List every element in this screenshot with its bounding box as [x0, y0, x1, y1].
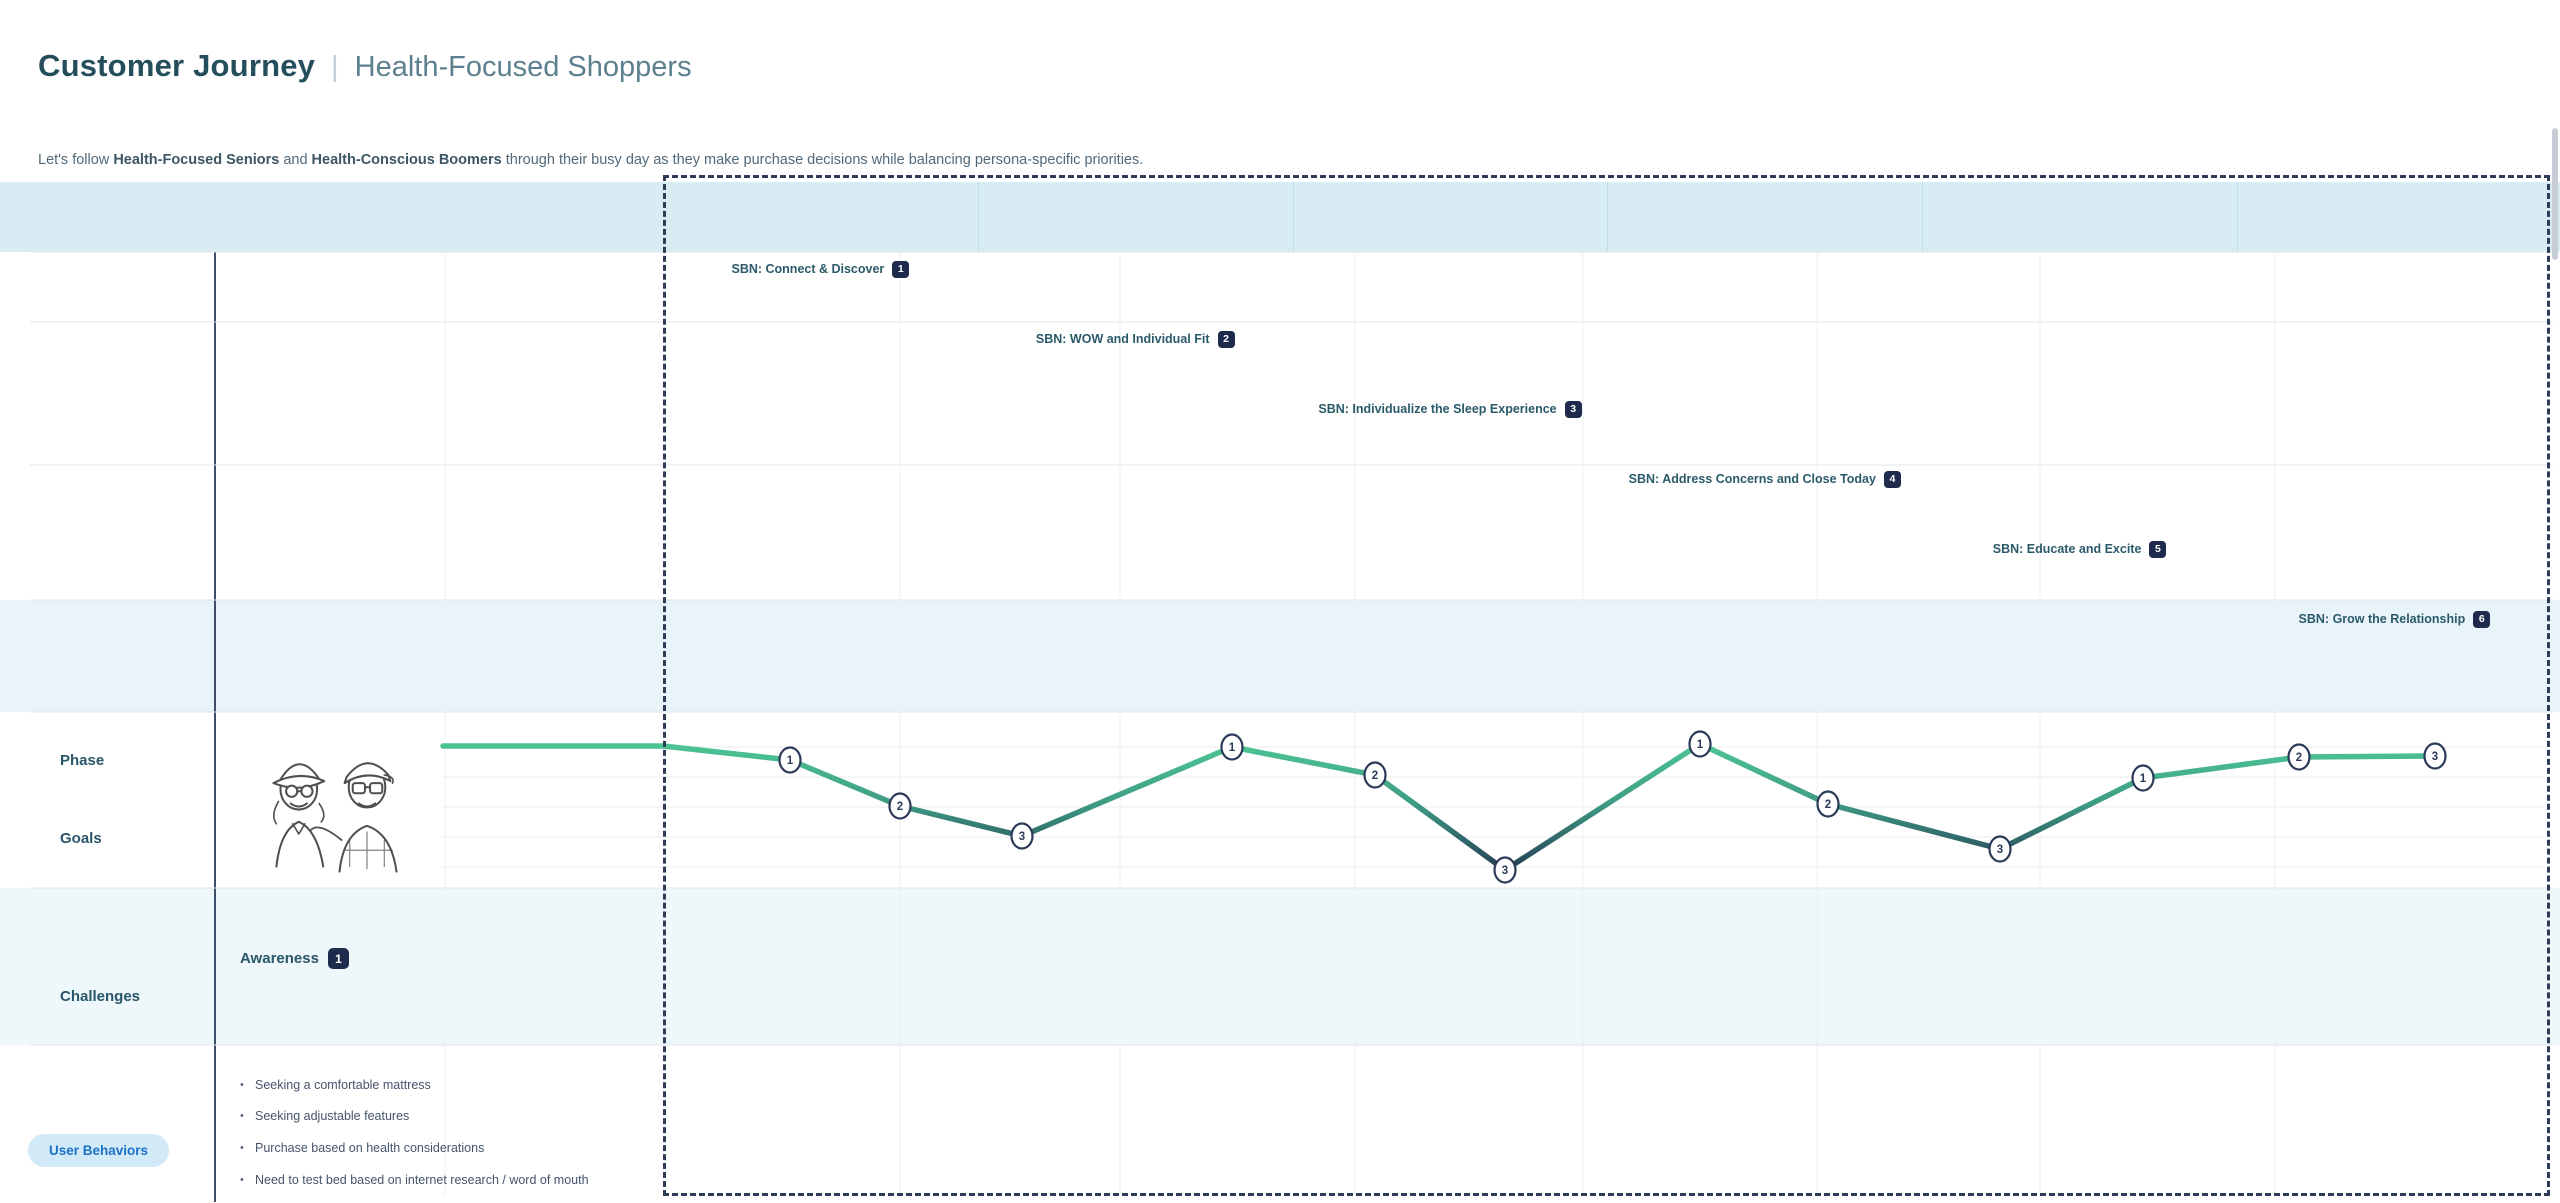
goal-cell: • Seeking a comfortable mattress • Seeking …: [240, 1078, 650, 1188]
experience-marker: 1: [2131, 764, 2155, 792]
scrollbar-thumb[interactable]: [2552, 128, 2558, 260]
list-marker: •: [240, 1110, 244, 1123]
sbn-step-label: SBN: Connect & Discover: [731, 262, 885, 276]
sbn-step: SBN: Grow the Relationship 6: [2237, 584, 2552, 654]
list-marker: •: [240, 1078, 244, 1091]
sbn-step-number-badge: 1: [892, 260, 910, 278]
row-label-phase: Phase: [60, 752, 105, 769]
svg-text:1: 1: [1697, 739, 1704, 751]
label-column-divider: [214, 252, 216, 1202]
svg-text:2: 2: [897, 801, 903, 813]
svg-text:1: 1: [2140, 773, 2147, 785]
svg-text:2: 2: [1825, 799, 1831, 811]
experience-marker: 1: [778, 746, 802, 774]
page-title: Customer Journey: [38, 48, 316, 83]
sbn-step-number-badge: 4: [1883, 470, 1901, 488]
phase-number-badge: 1: [327, 948, 349, 969]
row-label-goals: Goals: [60, 830, 102, 847]
experience-marker: 3: [1493, 856, 1517, 884]
intro-text-part: Let's follow: [38, 152, 114, 168]
svg-text:3: 3: [1997, 844, 2003, 856]
sbn-step: SBN: Individualize the Sleep Experience 3: [1293, 374, 1608, 444]
goal-item: • Purchase based on health considerations: [240, 1141, 650, 1156]
personas-illustration: [272, 762, 398, 873]
list-marker: •: [240, 1173, 244, 1186]
sbn-band-separator: [977, 182, 979, 252]
intro-text-part: Health-Focused Seniors: [113, 152, 280, 168]
row-label-challenges: Challenges: [60, 988, 141, 1005]
behaviors-row-background: [0, 600, 2560, 712]
sbn-step-label: SBN: Grow the Relationship: [2298, 612, 2466, 626]
goal-item: • Seeking adjustable features: [240, 1109, 650, 1124]
sbn-step-label: SBN: Educate and Excite: [1992, 542, 2142, 556]
goal-item-text: Seeking adjustable features: [255, 1109, 410, 1124]
sbn-step-number-badge: 5: [2149, 540, 2167, 558]
touchpoints-row-background: [0, 888, 2560, 1045]
svg-text:1: 1: [1229, 742, 1236, 754]
sbn-step-number-badge: 3: [1564, 400, 1582, 418]
phase-header: Awareness 1: [240, 924, 2560, 994]
experience-curve: [440, 741, 2438, 873]
sbn-band-separator: [1607, 182, 1609, 252]
intro-text-part: through their busy day as they make purc…: [501, 152, 1144, 168]
goal-item: • Need to test bed based on internet rese…: [240, 1173, 650, 1188]
experience-marker: 2: [1363, 761, 1387, 789]
experience-marker: 2: [2287, 743, 2311, 771]
intro-text-part: and: [279, 152, 312, 168]
svg-text:2: 2: [1372, 770, 1378, 782]
experience-marker: 1: [1220, 733, 1244, 761]
sbn-step-number-badge: 2: [1217, 330, 1235, 348]
experience-marker: 1: [1688, 730, 1712, 758]
goal-item-text: Seeking a comfortable mattress: [255, 1077, 431, 1092]
sbn-step-label: SBN: Address Concerns and Close Today: [1628, 472, 1876, 486]
sbn-band-separator: [1292, 182, 1294, 252]
experience-marker: 3: [1010, 822, 1034, 850]
experience-marker: 2: [1816, 790, 1840, 818]
experience-marker: 3: [1988, 835, 2012, 863]
svg-text:3: 3: [1019, 831, 1025, 843]
list-marker: •: [240, 1142, 244, 1154]
experience-marker: 2: [888, 792, 912, 820]
sbn-step-label: SBN: Individualize the Sleep Experience: [1318, 402, 1557, 416]
sbn-step: SBN: Educate and Excite 5: [1922, 514, 2237, 584]
goal-item: • Seeking a comfortable mattress: [240, 1078, 650, 1093]
sbn-step: SBN: Address Concerns and Close Today 4: [1607, 444, 1922, 514]
svg-text:2: 2: [2296, 752, 2302, 764]
intro-text: Let's follow Health-Focused Seniors and …: [38, 152, 2560, 168]
intro-text-part: Health-Conscious Boomers: [311, 152, 502, 168]
phase-name: Awareness: [240, 950, 319, 967]
experience-marker: 3: [2423, 742, 2447, 770]
svg-text:3: 3: [1502, 865, 1508, 877]
grid-lines: [30, 251, 2553, 1196]
svg-text:1: 1: [787, 755, 794, 767]
sbn-step: SBN: Connect & Discover 1: [663, 234, 978, 304]
goal-item-text: Need to test bed based on internet resea…: [255, 1172, 589, 1187]
title-divider: |: [331, 51, 339, 83]
sbn-step: SBN: WOW and Individual Fit 2: [978, 304, 1293, 374]
row-label-user-behaviors: User Behaviors: [28, 1134, 170, 1167]
persona-title: Health-Focused Shoppers: [354, 51, 692, 83]
sbn-steps-band: [0, 182, 2560, 252]
sbn-band-separator: [1922, 182, 1924, 252]
sbn-band-separator: [2237, 182, 2238, 252]
sbn-step-label: SBN: WOW and Individual Fit: [1035, 332, 1210, 346]
sbn-step-number-badge: 6: [2473, 610, 2491, 628]
goal-item-text: Purchase based on health considerations: [255, 1141, 485, 1155]
svg-text:3: 3: [2432, 751, 2438, 763]
